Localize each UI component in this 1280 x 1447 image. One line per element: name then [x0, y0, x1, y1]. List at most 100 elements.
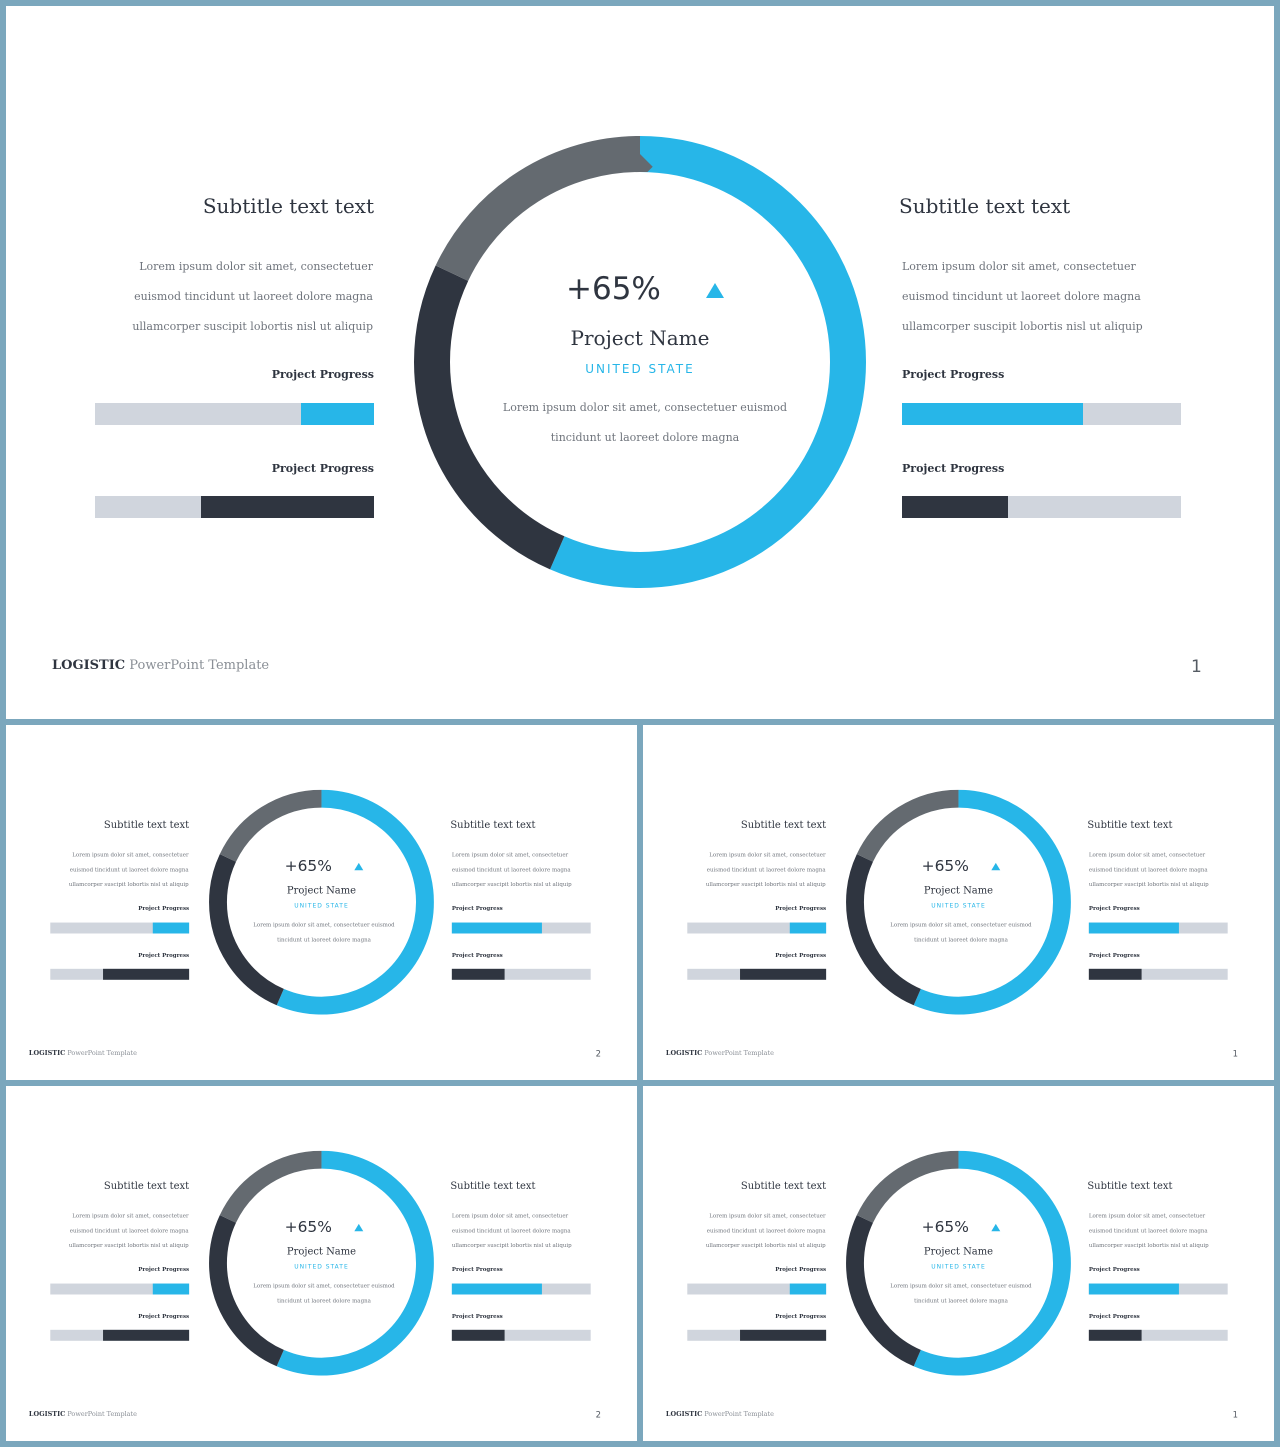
left-progress-fill-1	[790, 1283, 827, 1295]
footer-brand: LOGISTIC PowerPoint Template	[666, 1410, 774, 1417]
left-progress-label-2: Project Progress	[271, 462, 374, 475]
footer-brand: LOGISTIC PowerPoint Template	[666, 1049, 774, 1056]
right-subtitle: Subtitle text text	[1087, 818, 1173, 831]
left-progress-fill-2	[201, 496, 374, 518]
triangle-up-icon	[354, 1223, 364, 1232]
slide-content: Subtitle text text Subtitle text text Lo…	[6, 725, 637, 1080]
slide-main[interactable]: Subtitle text text Subtitle text text Lo…	[6, 6, 1274, 719]
left-progress-bar-1	[50, 922, 190, 934]
ring-segment-dark	[209, 1150, 434, 1376]
right-progress-label-1: Project Progress	[1088, 1266, 1140, 1273]
right-progress-fill-1	[1088, 1283, 1180, 1295]
ring-segment-gray	[846, 1150, 1071, 1376]
country-label: UNITED STATE	[585, 362, 695, 376]
right-body-text: Lorem ipsum dolor sit amet, consectetuer…	[1088, 851, 1209, 888]
right-progress-label-2: Project Progress	[902, 462, 1005, 475]
left-progress-bar-1	[95, 403, 374, 425]
progress-ring	[846, 789, 1071, 1015]
page-number: 1	[1191, 657, 1202, 677]
left-body-text: Lorem ipsum dolor sit amet, consectetuer…	[68, 1212, 189, 1249]
right-progress-fill-2	[451, 1329, 505, 1341]
right-progress-fill-2	[902, 496, 1009, 518]
footer-brand-suffix: PowerPoint Template	[67, 1049, 137, 1057]
left-progress-bar-2	[95, 496, 374, 518]
ring-segment-blue	[209, 1150, 434, 1376]
ring-segment-blue	[209, 789, 434, 1015]
right-progress-label-2: Project Progress	[451, 951, 503, 959]
footer-brand-suffix: PowerPoint Template	[704, 1410, 774, 1418]
ring-segment-dark	[846, 1150, 1071, 1376]
slide-content: Subtitle text text Subtitle text text Lo…	[643, 1086, 1274, 1441]
left-body-text: Lorem ipsum dolor sit amet, consectetuer…	[132, 260, 373, 333]
progress-ring	[846, 1150, 1071, 1376]
right-progress-bar-1	[1088, 922, 1228, 934]
left-progress-fill-2	[103, 968, 190, 980]
left-progress-label-2: Project Progress	[775, 951, 827, 959]
left-progress-fill-1	[790, 922, 827, 934]
ring-segment-dark	[209, 789, 434, 1015]
left-progress-bar-1	[50, 1283, 190, 1295]
right-progress-bar-2	[1088, 968, 1228, 980]
right-progress-bar-2	[1088, 1329, 1228, 1341]
left-body-text: Lorem ipsum dolor sit amet, consectetuer…	[705, 851, 826, 888]
percent-change: +65%	[566, 271, 661, 307]
right-progress-label-2: Project Progress	[451, 1312, 503, 1320]
slide-thumbnail-2[interactable]: Subtitle text text Subtitle text text Lo…	[643, 725, 1274, 1080]
progress-ring	[414, 136, 866, 588]
left-subtitle: Subtitle text text	[740, 1179, 827, 1192]
percent-change: +65%	[284, 856, 332, 875]
right-subtitle: Subtitle text text	[899, 194, 1071, 218]
country-label: UNITED STATE	[931, 902, 986, 910]
percent-change: +65%	[921, 856, 969, 875]
left-progress-fill-2	[103, 1329, 190, 1341]
slide-content: Subtitle text text Subtitle text text Lo…	[6, 6, 1274, 719]
percent-change: +65%	[284, 1217, 332, 1236]
center-body-text: Lorem ipsum dolor sit amet, consectetuer…	[253, 1282, 395, 1304]
slide-thumbnail-4[interactable]: Subtitle text text Subtitle text text Lo…	[643, 1086, 1274, 1441]
left-progress-bar-2	[687, 1329, 827, 1341]
left-progress-label-1: Project Progress	[138, 1266, 190, 1273]
right-progress-label-1: Project Progress	[1088, 905, 1140, 912]
left-progress-label-2: Project Progress	[775, 1312, 827, 1320]
center-body-text: Lorem ipsum dolor sit amet, consectetuer…	[502, 401, 788, 444]
left-progress-bar-1	[687, 1283, 827, 1295]
footer-brand-suffix: PowerPoint Template	[67, 1410, 137, 1418]
left-progress-fill-1	[153, 922, 190, 934]
right-progress-label-2: Project Progress	[1088, 951, 1140, 959]
ring-segment-dark	[846, 789, 1071, 1015]
left-body-text: Lorem ipsum dolor sit amet, consectetuer…	[68, 851, 189, 888]
right-progress-label-1: Project Progress	[902, 368, 1005, 381]
right-progress-fill-1	[451, 922, 543, 934]
right-progress-fill-1	[451, 1283, 543, 1295]
right-body-text: Lorem ipsum dolor sit amet, consectetuer…	[1088, 1212, 1209, 1249]
footer-brand-suffix: PowerPoint Template	[129, 658, 270, 673]
page-number: 2	[595, 1048, 602, 1059]
left-progress-label-2: Project Progress	[138, 951, 190, 959]
right-progress-fill-2	[451, 968, 505, 980]
right-progress-label-2: Project Progress	[1088, 1312, 1140, 1320]
right-body-text: Lorem ipsum dolor sit amet, consectetuer…	[451, 1212, 572, 1249]
ring-segment-dark	[414, 136, 866, 588]
left-subtitle: Subtitle text text	[103, 818, 190, 831]
triangle-up-icon	[354, 862, 364, 871]
right-subtitle: Subtitle text text	[450, 1179, 536, 1192]
right-progress-label-1: Project Progress	[451, 905, 503, 912]
slide-content: Subtitle text text Subtitle text text Lo…	[6, 1086, 637, 1441]
slide-thumbnail-1[interactable]: Subtitle text text Subtitle text text Lo…	[6, 725, 637, 1080]
ring-segment-gray	[414, 136, 866, 588]
ring-segment-gray	[846, 789, 1071, 1015]
left-progress-fill-1	[153, 1283, 190, 1295]
progress-ring	[209, 1150, 434, 1376]
center-body-text: Lorem ipsum dolor sit amet, consectetuer…	[890, 1282, 1032, 1304]
left-progress-fill-2	[740, 1329, 827, 1341]
progress-ring	[209, 789, 434, 1015]
slide-thumbnail-3[interactable]: Subtitle text text Subtitle text text Lo…	[6, 1086, 637, 1441]
left-progress-label-2: Project Progress	[138, 1312, 190, 1320]
right-progress-bar-1	[451, 1283, 591, 1295]
left-subtitle: Subtitle text text	[202, 194, 374, 218]
right-progress-fill-2	[1088, 968, 1142, 980]
left-progress-label-1: Project Progress	[271, 368, 374, 381]
right-subtitle: Subtitle text text	[450, 818, 536, 831]
footer-brand: LOGISTIC PowerPoint Template	[52, 658, 269, 673]
project-name: Project Name	[923, 884, 994, 897]
